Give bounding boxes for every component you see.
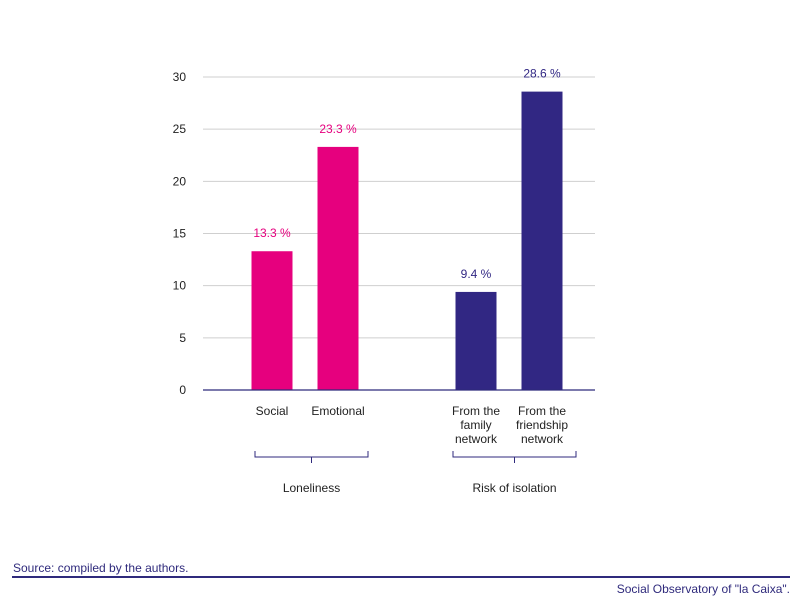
y-tick-label: 10: [173, 279, 187, 293]
group-bracket: [452, 451, 577, 463]
bar: [251, 251, 293, 390]
footer-divider: [12, 576, 790, 578]
data-label: 23.3 %: [319, 122, 357, 136]
category-labels: Social Emotional From the family networkFrom…: [256, 404, 569, 446]
category-label-line: network: [521, 432, 564, 446]
category-label-line: network: [455, 432, 498, 446]
category-label-line: Emotional: [311, 404, 364, 418]
category-label: From the family network: [452, 404, 500, 446]
credit-note: Social Observatory of "la Caixa".: [616, 582, 790, 596]
category-label: Social: [256, 404, 289, 418]
category-label: Emotional: [311, 404, 364, 418]
category-label: From the friendship network: [516, 404, 568, 446]
category-label-line: From the: [518, 404, 566, 418]
data-label: 9.4 %: [461, 267, 492, 281]
y-tick-label: 0: [179, 383, 186, 397]
bars: [251, 91, 563, 391]
bar: [317, 146, 359, 390]
y-tick-label: 20: [173, 174, 187, 188]
bar: [455, 291, 497, 390]
y-tick-label: 5: [179, 331, 186, 345]
category-label-line: From the: [452, 404, 500, 418]
category-label-line: family: [460, 418, 491, 432]
data-labels: 13.3 % 23.3 % 9.4 % 28.6 %: [253, 67, 561, 281]
group-brackets: Loneliness Risk of isolation: [254, 451, 577, 495]
category-label-line: Social: [256, 404, 289, 418]
data-label: 13.3 %: [253, 226, 291, 240]
data-label: 28.6 %: [523, 67, 561, 81]
group-label: Risk of isolation: [472, 481, 556, 495]
y-tick-label: 15: [173, 227, 187, 241]
bar-chart: 0 5 10 15 20 25 30 13.3 % 23.3 % 9.4 % 28.6 % Soc…: [173, 67, 595, 495]
source-note: Source: compiled by the authors.: [13, 561, 189, 575]
bar: [521, 91, 563, 391]
group-label: Loneliness: [283, 481, 340, 495]
group-bracket: [254, 451, 369, 463]
y-tick-label: 25: [173, 122, 187, 136]
category-label-line: friendship: [516, 418, 568, 432]
y-axis-ticks: 0 5 10 15 20 25 30: [173, 70, 187, 397]
y-tick-label: 30: [173, 70, 187, 84]
